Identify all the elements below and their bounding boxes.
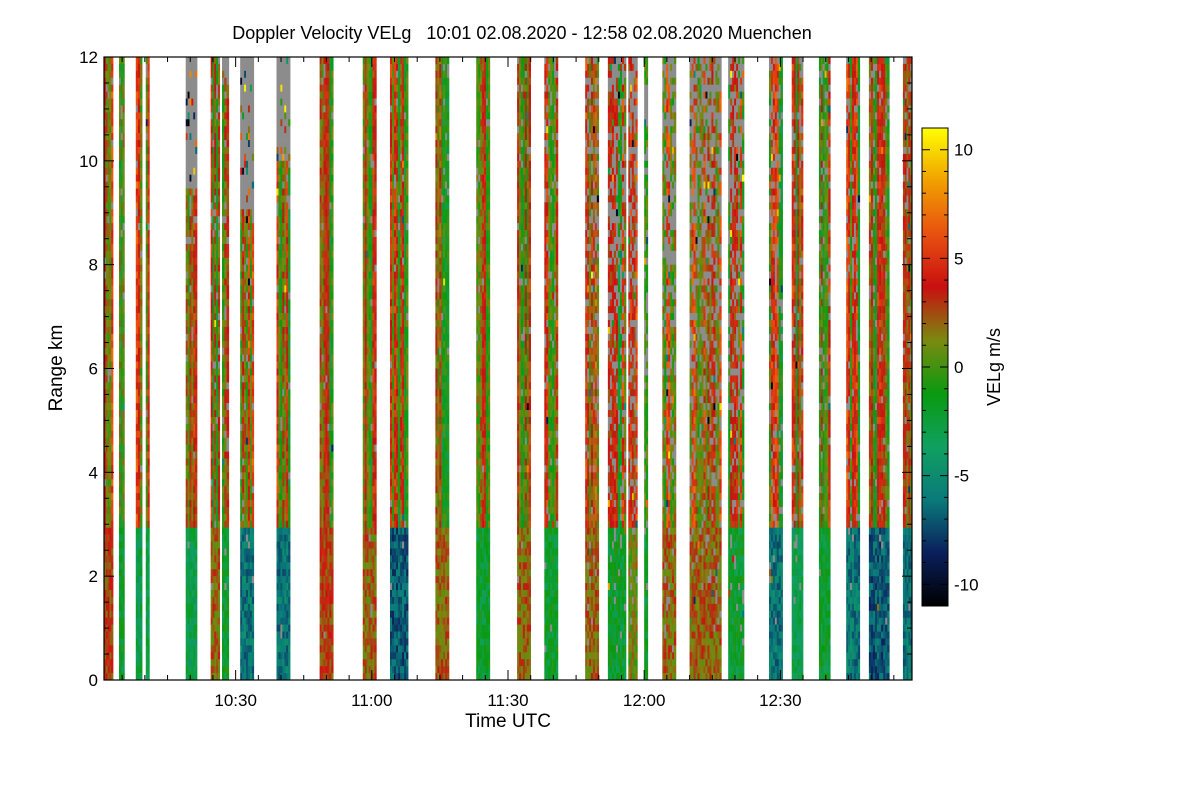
x-tick-label: 12:00 <box>623 691 666 710</box>
y-tick-label: 2 <box>89 567 98 586</box>
x-tick-label: 11:00 <box>351 691 392 710</box>
y-tick-label: 0 <box>89 671 98 690</box>
x-axis: 10:30 11:00 11:30 12:00 12:30 <box>121 57 895 710</box>
chart-title: Doppler Velocity VELg 10:01 02.08.2020 -… <box>232 23 811 43</box>
y-axis-label: Range km <box>46 325 67 412</box>
scan-block <box>435 57 450 680</box>
scan-block <box>276 57 291 680</box>
y-tick-label: 4 <box>89 463 98 482</box>
scan-block <box>362 57 377 680</box>
scan-block <box>389 57 409 680</box>
colorbar-tick-label: -5 <box>954 467 969 486</box>
x-tick-label: 11:30 <box>487 691 528 710</box>
colorbar-tick-label: 10 <box>954 141 973 160</box>
scan-block <box>544 57 559 680</box>
scan-block <box>517 57 531 680</box>
scan-block <box>868 57 890 680</box>
colorbar-axis: 10 5 0 -5 -10 <box>922 141 979 594</box>
colorbar-tick-label: 5 <box>954 249 963 268</box>
scan-block <box>628 57 638 680</box>
colorbar-label: VELg m/s <box>984 328 1004 406</box>
y-tick-label: 12 <box>79 48 98 67</box>
x-axis-label: Time UTC <box>465 711 551 732</box>
x-tick-label: 12:30 <box>759 691 802 710</box>
y-tick-label: 6 <box>89 360 98 379</box>
scan-block <box>240 57 255 680</box>
scan-block <box>769 57 783 680</box>
scan-block <box>135 57 143 680</box>
y-tick-label: 8 <box>89 256 98 275</box>
scan-block <box>607 57 627 680</box>
velocity-heatmap <box>104 57 912 680</box>
scan-block <box>118 57 125 680</box>
scan-block <box>662 57 677 680</box>
x-tick-label: 10:30 <box>214 691 257 710</box>
scan-block <box>644 57 649 680</box>
scan-block <box>185 57 198 680</box>
scan-block <box>319 57 334 680</box>
scan-block <box>791 57 804 680</box>
colorbar-tick-label: -10 <box>954 575 979 594</box>
scan-block <box>210 57 221 680</box>
scan-block <box>689 57 722 680</box>
scan-block <box>818 57 831 680</box>
scan-block <box>585 57 600 680</box>
scan-block <box>728 57 745 680</box>
scan-block <box>476 57 491 680</box>
colorbar-tick-label: 0 <box>954 358 963 377</box>
scan-block <box>222 57 230 680</box>
scan-block <box>846 57 861 680</box>
y-axis: 0 2 4 6 8 10 12 <box>79 48 912 690</box>
y-tick-label: 10 <box>79 152 98 171</box>
scan-block <box>145 57 150 680</box>
